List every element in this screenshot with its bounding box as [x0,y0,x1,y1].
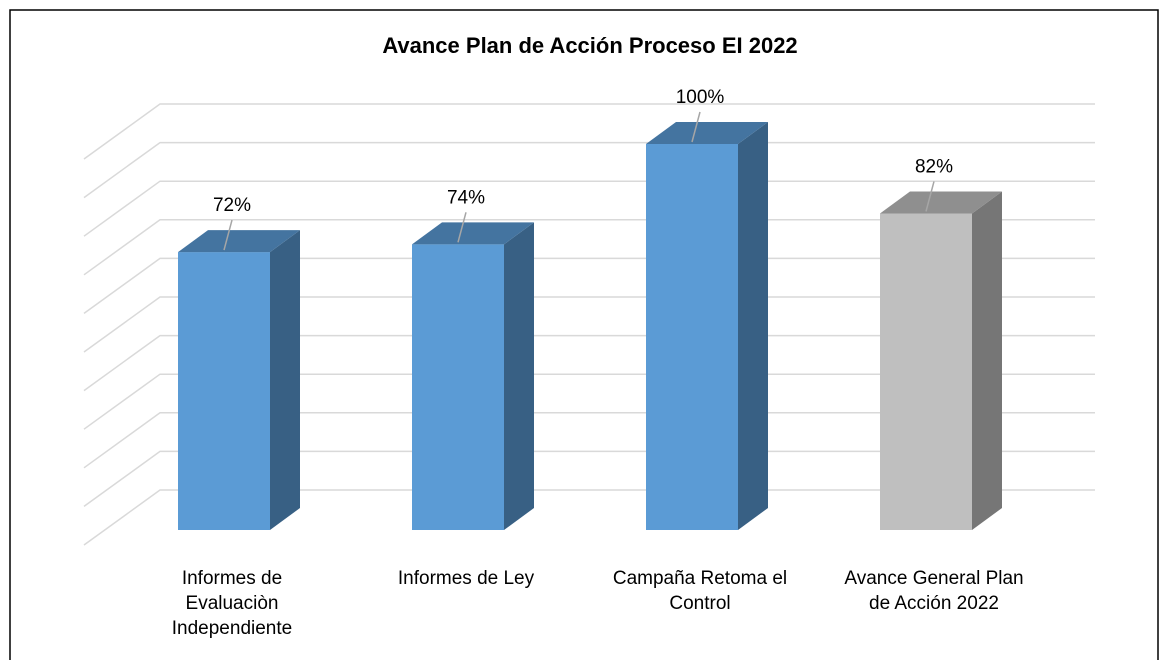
leader-line [457,212,467,243]
grid-line [83,450,1095,508]
data-label: 82% [915,156,953,177]
bar [178,252,270,530]
leader-line [691,111,701,143]
data-label: 72% [213,195,251,216]
grid-line [83,334,1095,392]
chart-border [9,9,1159,660]
bar-top [412,222,534,245]
grid-line [83,373,1095,430]
grid-line [83,180,1095,237]
grid-line [83,103,1095,160]
bar-top [880,191,1002,214]
bar [646,144,738,530]
grid-line [83,489,1095,546]
x-tick-label: Informes de Ley [397,568,535,589]
grid-line [83,412,1095,469]
bar-side [270,230,300,530]
x-tick-label: Campaña Retoma el Control [612,568,788,614]
data-label: 74% [447,187,485,208]
grid-line [83,257,1095,315]
x-tick-label: Avance General Plan de Acción 2022 [844,568,1024,614]
bar-side [972,191,1002,531]
grid-line [83,296,1095,353]
bar-side [504,222,534,531]
chart-title: Avance Plan de Acción Proceso EI 2022 [382,33,797,58]
bar-top [646,122,768,144]
leader-line [925,181,935,212]
x-tick-label: Informes de Evaluaciòn Independiente [171,568,293,639]
data-label: 100% [676,87,725,108]
bar [880,213,972,531]
bar-side [738,122,768,530]
leader-line [223,219,233,251]
grid-line [83,141,1095,199]
bar-top [178,230,300,253]
bar [412,244,504,531]
grid-line [83,219,1095,276]
